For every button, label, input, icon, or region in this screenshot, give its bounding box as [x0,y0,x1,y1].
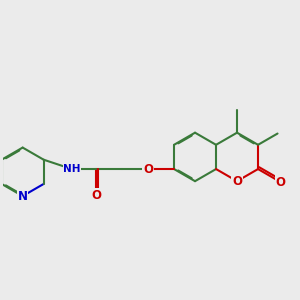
Text: NH: NH [63,164,81,174]
Text: O: O [91,188,101,202]
Text: O: O [275,176,286,188]
Text: O: O [143,163,153,176]
Text: O: O [232,175,242,188]
Text: N: N [18,190,28,202]
